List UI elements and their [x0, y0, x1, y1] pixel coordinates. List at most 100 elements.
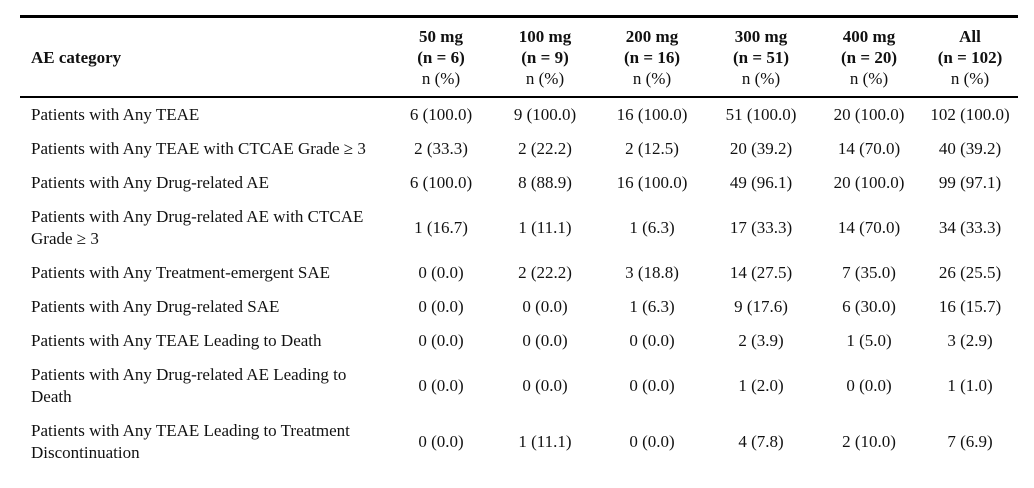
value-cell: 14 (70.0) [837, 139, 901, 158]
n-label: (n = 20) [841, 48, 897, 67]
row-category: Patients with Any TEAE with CTCAE Grade … [31, 139, 366, 158]
stat-label: n (%) [525, 69, 565, 88]
value-cell: 0 (0.0) [418, 331, 464, 350]
value-cell: 16 (100.0) [616, 105, 688, 124]
value-cell: 102 (100.0) [930, 105, 1010, 124]
value-cell: 9 (17.6) [734, 297, 788, 316]
stat-label: n (%) [421, 69, 461, 88]
row-category: Patients with Any Drug-related AE Leadin… [31, 365, 347, 406]
value-cell: 0 (0.0) [522, 297, 568, 316]
column-header-400mg: 400 mg (n = 20) n (%) [816, 16, 922, 98]
dose-label: 400 mg [842, 27, 896, 46]
value-cell: 0 (0.0) [846, 376, 892, 395]
table-row: Patients with Any Drug-related SAE 0 (0.… [20, 290, 1018, 324]
table-row: Patients with Any TEAE Leading to Death … [20, 324, 1018, 358]
value-cell: 0 (0.0) [522, 376, 568, 395]
value-cell: 1 (11.1) [518, 432, 572, 451]
n-label: (n = 102) [937, 48, 1003, 67]
value-cell: 2 (3.9) [738, 331, 784, 350]
column-header-100mg: 100 mg (n = 9) n (%) [492, 16, 598, 98]
value-cell: 0 (0.0) [418, 376, 464, 395]
stat-label: n (%) [849, 69, 889, 88]
dose-label: 200 mg [625, 27, 679, 46]
value-cell: 2 (33.3) [414, 139, 468, 158]
value-cell: 16 (15.7) [938, 297, 1002, 316]
value-cell: 4 (7.8) [738, 432, 784, 451]
value-cell: 6 (100.0) [409, 173, 473, 192]
value-cell: 0 (0.0) [629, 432, 675, 451]
stat-label: n (%) [632, 69, 672, 88]
column-header-category: AE category [20, 16, 390, 98]
row-category: Patients with Any TEAE [31, 105, 200, 124]
dose-label: 300 mg [734, 27, 788, 46]
row-category: Patients with Any Drug-related AE [31, 173, 269, 192]
value-cell: 3 (18.8) [625, 263, 679, 282]
n-label: (n = 51) [733, 48, 789, 67]
table-row: Patients with Any Drug-related AE 6 (100… [20, 166, 1018, 200]
value-cell: 2 (10.0) [842, 432, 896, 451]
table-row: Patients with Any TEAE Leading to Treatm… [20, 414, 1018, 470]
value-cell: 1 (1.0) [947, 376, 993, 395]
row-category: Patients with Any Drug-related SAE [31, 297, 280, 316]
dose-label: 50 mg [419, 27, 463, 46]
value-cell: 1 (5.0) [846, 331, 892, 350]
value-cell: 20 (100.0) [833, 105, 905, 124]
n-label: (n = 6) [417, 48, 465, 67]
value-cell: 6 (100.0) [409, 105, 473, 124]
stat-label: n (%) [950, 69, 990, 88]
value-cell: 1 (11.1) [518, 218, 572, 237]
value-cell: 0 (0.0) [522, 331, 568, 350]
value-cell: 8 (88.9) [518, 173, 572, 192]
value-cell: 0 (0.0) [418, 432, 464, 451]
column-header-300mg: 300 mg (n = 51) n (%) [706, 16, 816, 98]
value-cell: 0 (0.0) [418, 297, 464, 316]
value-cell: 1 (2.0) [738, 376, 784, 395]
ae-summary-table: AE category 50 mg (n = 6) n (%) 100 mg (… [20, 15, 1018, 470]
value-cell: 1 (6.3) [629, 218, 675, 237]
value-cell: 0 (0.0) [629, 331, 675, 350]
value-cell: 49 (96.1) [729, 173, 793, 192]
value-cell: 20 (100.0) [833, 173, 905, 192]
value-cell: 2 (22.2) [518, 139, 572, 158]
value-cell: 14 (27.5) [729, 263, 793, 282]
value-cell: 0 (0.0) [418, 263, 464, 282]
column-header-200mg: 200 mg (n = 16) n (%) [598, 16, 706, 98]
value-cell: 2 (12.5) [625, 139, 679, 158]
value-cell: 16 (100.0) [616, 173, 688, 192]
row-category: Patients with Any Treatment-emergent SAE [31, 263, 331, 282]
n-label: (n = 16) [624, 48, 680, 67]
value-cell: 26 (25.5) [938, 263, 1002, 282]
dose-label: 100 mg [518, 27, 572, 46]
header-row: AE category 50 mg (n = 6) n (%) 100 mg (… [20, 16, 1018, 98]
row-category: Patients with Any TEAE Leading to Death [31, 331, 322, 350]
row-category: Patients with Any Drug-related AE with C… [31, 207, 364, 248]
column-header-50mg: 50 mg (n = 6) n (%) [390, 16, 492, 98]
row-category: Patients with Any TEAE Leading to Treatm… [31, 421, 350, 462]
value-cell: 51 (100.0) [725, 105, 797, 124]
value-cell: 6 (30.0) [842, 297, 896, 316]
n-label: (n = 9) [521, 48, 569, 67]
value-cell: 7 (35.0) [842, 263, 896, 282]
value-cell: 20 (39.2) [729, 139, 793, 158]
value-cell: 40 (39.2) [938, 139, 1002, 158]
value-cell: 14 (70.0) [837, 218, 901, 237]
table-row: Patients with Any Drug-related AE Leadin… [20, 358, 1018, 414]
value-cell: 17 (33.3) [729, 218, 793, 237]
value-cell: 99 (97.1) [938, 173, 1002, 192]
dose-label: All [959, 27, 981, 46]
value-cell: 7 (6.9) [947, 432, 993, 451]
value-cell: 9 (100.0) [513, 105, 577, 124]
value-cell: 3 (2.9) [947, 331, 993, 350]
table-row: Patients with Any TEAE 6 (100.0) 9 (100.… [20, 97, 1018, 132]
table-row: Patients with Any Drug-related AE with C… [20, 200, 1018, 256]
value-cell: 2 (22.2) [518, 263, 572, 282]
table-row: Patients with Any Treatment-emergent SAE… [20, 256, 1018, 290]
value-cell: 1 (6.3) [629, 297, 675, 316]
value-cell: 1 (16.7) [414, 218, 468, 237]
value-cell: 34 (33.3) [938, 218, 1002, 237]
value-cell: 0 (0.0) [629, 376, 675, 395]
table-row: Patients with Any TEAE with CTCAE Grade … [20, 132, 1018, 166]
stat-label: n (%) [741, 69, 781, 88]
column-header-all: All (n = 102) n (%) [922, 16, 1018, 98]
